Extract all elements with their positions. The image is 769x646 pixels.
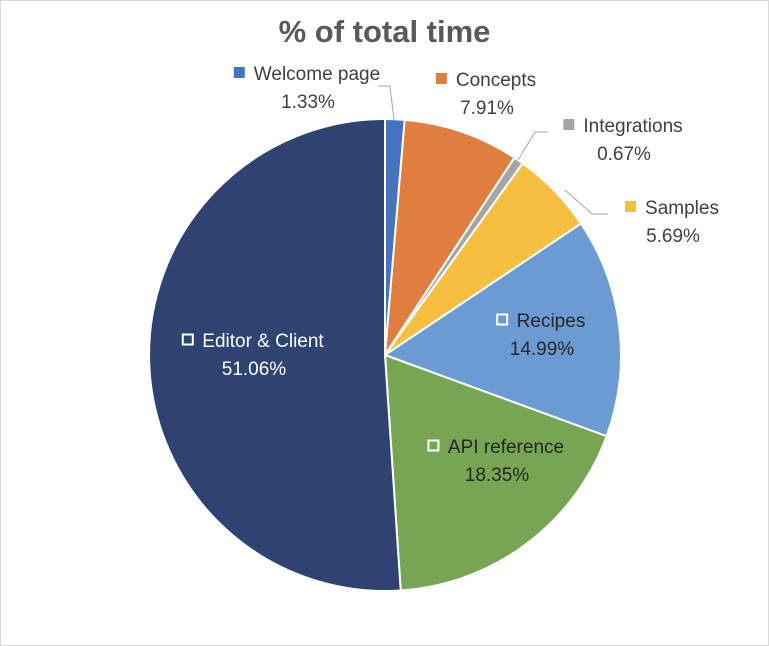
legend-key-marker: [435, 73, 447, 84]
data-label-integrations: Integrations 0.67%: [563, 116, 683, 165]
data-label-name: Samples: [645, 198, 719, 219]
leader-line: [517, 131, 548, 161]
legend-key-marker: [233, 67, 245, 78]
legend-key-marker: [496, 313, 509, 326]
leader-line: [378, 85, 395, 121]
legend-key-marker: [563, 119, 575, 130]
data-label-name: Integrations: [583, 116, 682, 137]
data-label-samples: Samples 5.69%: [625, 198, 719, 247]
data-label-value: 1.33%: [281, 92, 335, 113]
data-label-value: 51.06%: [222, 359, 287, 380]
pie-slice-editor-client[interactable]: [148, 118, 402, 592]
data-label-value: 18.35%: [465, 465, 530, 486]
data-label-editor-client: Editor & Client 51.06%: [181, 331, 324, 380]
chart-title: % of total time: [278, 14, 491, 49]
data-label-concepts: Concepts 7.91%: [435, 70, 536, 119]
data-label-value: 0.67%: [597, 144, 651, 165]
data-label-name: Editor & Client: [202, 331, 324, 352]
data-label-name: API reference: [448, 437, 564, 458]
pie-slice-concepts[interactable]: [384, 118, 516, 356]
data-label-value: 7.91%: [460, 98, 514, 119]
legend-key-marker: [625, 201, 637, 212]
data-label-value: 14.99%: [510, 339, 575, 360]
data-label-recipes: Recipes 14.99%: [496, 311, 586, 360]
leader-line: [564, 189, 608, 215]
pie-slice-api-reference[interactable]: [384, 354, 608, 592]
legend-key-marker: [427, 439, 440, 452]
pie-slice-recipes[interactable]: [384, 222, 622, 438]
data-label-value: 5.69%: [646, 226, 700, 247]
data-label-name: Concepts: [456, 70, 536, 91]
data-label-name: Recipes: [517, 311, 586, 332]
data-label-welcome-page: Welcome page 1.33%: [233, 64, 380, 113]
data-label-name: Welcome page: [254, 64, 380, 85]
data-label-api-reference: API reference 18.35%: [427, 437, 564, 486]
legend-key-marker: [181, 333, 194, 346]
